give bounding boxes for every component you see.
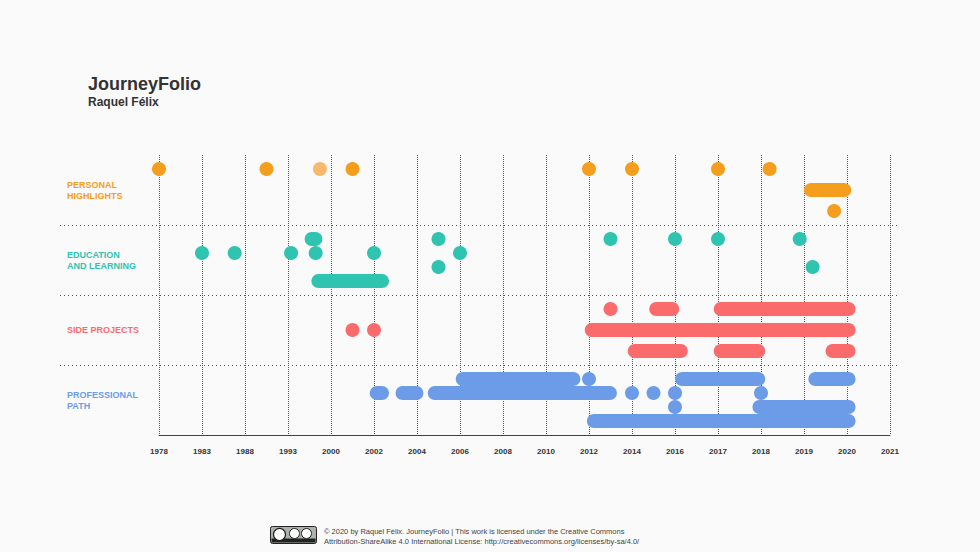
svg-text:Attribution-ShareAlike 4.0 Int: Attribution-ShareAlike 4.0 International…	[324, 537, 640, 546]
svg-text:2010: 2010	[537, 447, 555, 456]
svg-text:1983: 1983	[193, 447, 211, 456]
svg-text:2012: 2012	[580, 447, 598, 456]
svg-text:2004: 2004	[408, 447, 426, 456]
svg-text:PROFESSIONAL: PROFESSIONAL	[67, 390, 139, 400]
svg-text:SIDE PROJECTS: SIDE PROJECTS	[67, 325, 139, 335]
svg-text:2000: 2000	[322, 447, 340, 456]
svg-text:2008: 2008	[494, 447, 512, 456]
svg-text:JourneyFolio: JourneyFolio	[88, 74, 201, 94]
svg-text:2021: 2021	[881, 447, 899, 456]
svg-text:PERSONAL: PERSONAL	[67, 180, 118, 190]
svg-text:2014: 2014	[623, 447, 641, 456]
svg-text:2016: 2016	[666, 447, 684, 456]
svg-text:1988: 1988	[236, 447, 254, 456]
svg-text:2019: 2019	[795, 447, 813, 456]
svg-text:Raquel Félix: Raquel Félix	[88, 95, 159, 109]
svg-text:PATH: PATH	[67, 401, 90, 411]
svg-text:2002: 2002	[365, 447, 383, 456]
svg-text:2006: 2006	[451, 447, 469, 456]
svg-text:1978: 1978	[150, 447, 168, 456]
svg-text:AND LEARNING: AND LEARNING	[67, 261, 136, 271]
svg-text:© 2020 by Raquel Félix. Journe: © 2020 by Raquel Félix. JourneyFolio | T…	[324, 527, 625, 536]
svg-text:2020: 2020	[838, 447, 856, 456]
svg-text:2017: 2017	[709, 447, 727, 456]
svg-text:1993: 1993	[279, 447, 297, 456]
svg-text:HIGHLIGHTS: HIGHLIGHTS	[67, 191, 123, 201]
svg-text:2018: 2018	[752, 447, 770, 456]
svg-text:EDUCATION: EDUCATION	[67, 250, 120, 260]
